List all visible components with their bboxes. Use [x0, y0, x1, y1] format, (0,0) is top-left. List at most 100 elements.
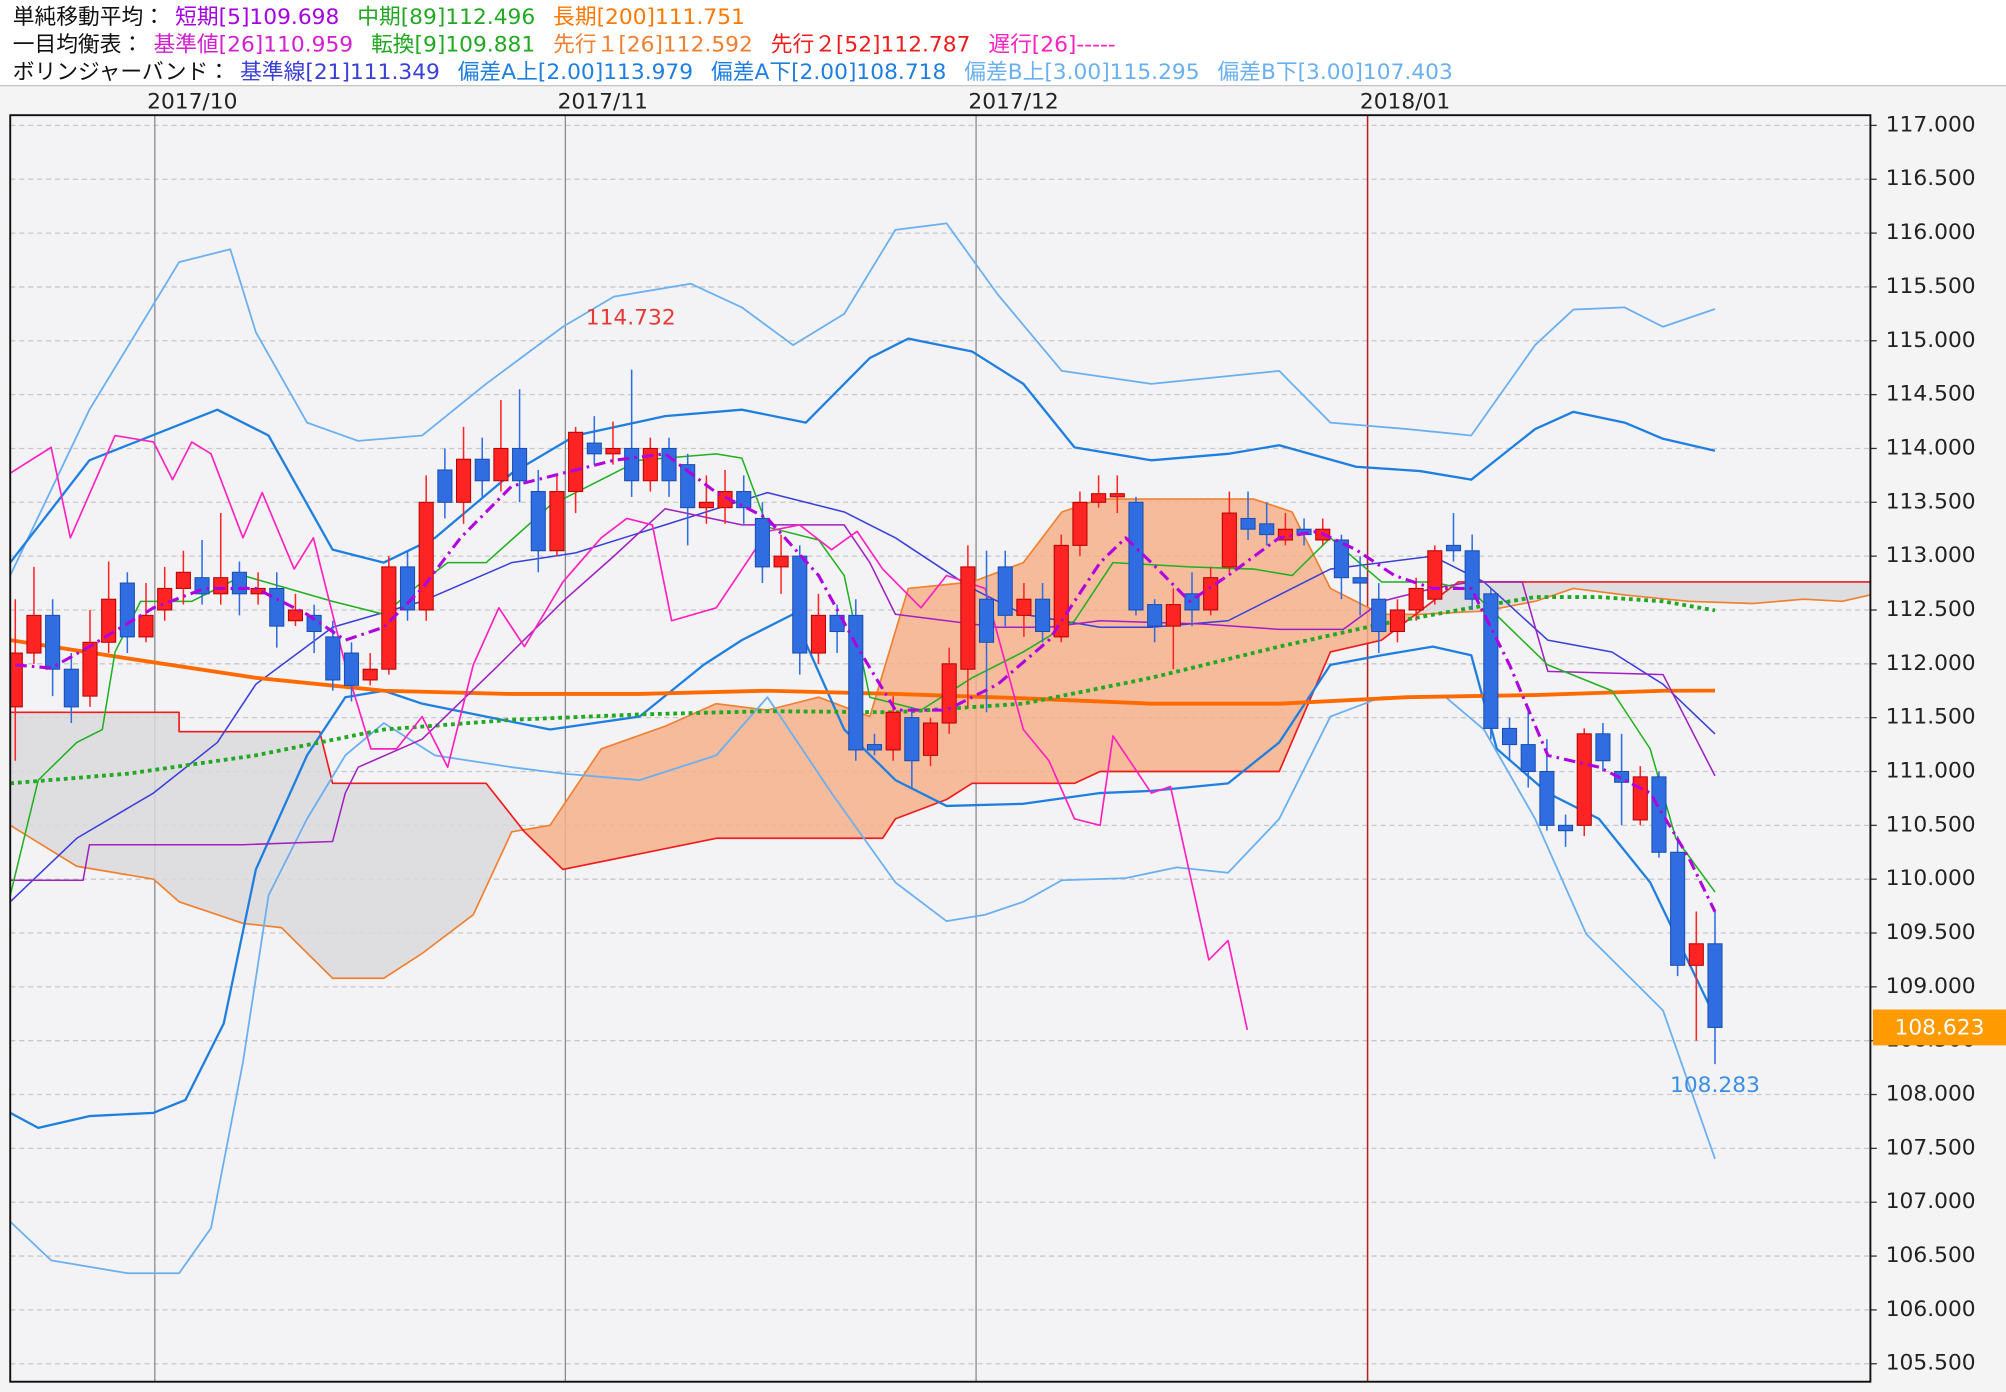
candle-body [568, 431, 584, 493]
candle-body [1688, 943, 1704, 966]
legend-item: 基準線[21]111.349 [240, 60, 440, 85]
candle-body [1016, 598, 1032, 616]
candle-body [997, 566, 1013, 616]
candle-body [493, 447, 509, 482]
y-tick-label: 107.500 [1886, 1135, 1976, 1160]
candle-body [549, 491, 565, 552]
candle-body [343, 652, 360, 686]
legend-item: 短期[5]109.698 [175, 5, 339, 30]
candle-body [1053, 544, 1069, 638]
plot-border [9, 114, 1872, 1383]
candle-body [437, 469, 453, 503]
y-tick-label: 105.500 [1886, 1351, 1976, 1376]
candle-body [624, 447, 640, 482]
candle-body [362, 668, 378, 681]
y-tick-label: 117.000 [1886, 112, 1976, 137]
candle-body [605, 447, 621, 455]
x-tick-label: 2017/10 [147, 89, 237, 114]
candle-body [1221, 512, 1237, 568]
candle-body [530, 491, 546, 552]
candle-body [885, 711, 901, 751]
candle-body [960, 566, 976, 670]
candle-body [418, 501, 434, 611]
y-tick-label: 111.500 [1886, 705, 1976, 730]
candle-body [773, 555, 789, 568]
y-tick-label: 115.000 [1886, 328, 1976, 353]
y-tick-label: 115.500 [1886, 274, 1976, 299]
legend-header: 単純移動平均： 短期[5]109.698 中期[89]112.496 長期[200]1… [13, 5, 1453, 85]
candle-body [213, 577, 229, 595]
candle-body [1632, 776, 1648, 821]
candle-body [45, 614, 61, 670]
candle-body [792, 555, 808, 654]
y-tick-label: 112.500 [1886, 597, 1976, 622]
x-tick-label: 2018/01 [1360, 89, 1450, 114]
candle-body [26, 614, 42, 654]
candle-body [1520, 744, 1536, 773]
candle-body [1651, 776, 1667, 853]
legend-item: 先行１[26]112.592 [553, 32, 753, 57]
candle-body [1501, 727, 1518, 746]
candle-body [381, 566, 397, 670]
x-tick-label: 2017/11 [558, 89, 648, 114]
last-price-label: 108.623 [1895, 1016, 1985, 1041]
candle-body [922, 722, 939, 756]
candle-body [698, 501, 714, 509]
candle-body [250, 587, 266, 595]
candle-body [231, 571, 247, 595]
y-tick-label: 114.500 [1886, 382, 1976, 407]
candle-body [1091, 493, 1107, 503]
candle-body [1371, 598, 1387, 633]
legend-label: ボリンジャーバンド： [13, 60, 230, 85]
candle-body [1408, 587, 1424, 611]
axes: 105.500 106.000 106.500 107.000 107.500 108.0… [147, 89, 2006, 1376]
candle-body [736, 491, 752, 509]
y-tick-label: 109.000 [1886, 974, 1976, 999]
candle-body [1352, 577, 1368, 584]
candle-body [138, 614, 154, 638]
candle-body [1035, 598, 1051, 633]
candle-body [1483, 593, 1499, 729]
candle-body [1165, 604, 1181, 627]
indicator-line [10, 434, 1249, 1031]
candle-body [1333, 539, 1349, 579]
legend-item: 基準値[26]110.959 [153, 32, 353, 57]
y-tick-label: 116.000 [1886, 220, 1976, 245]
candle-body [456, 458, 472, 503]
candle-body [512, 447, 528, 482]
candle-body [1539, 770, 1555, 826]
y-tick-label: 111.000 [1886, 758, 1976, 783]
legend-item: 偏差A上[2.00]113.979 [458, 60, 693, 85]
candle-body [904, 717, 920, 762]
y-tick-label: 116.500 [1886, 166, 1976, 191]
candle-body [661, 447, 677, 482]
candle-body [1427, 550, 1443, 600]
candle-body [1259, 523, 1275, 536]
last-price-badge [1872, 1009, 2006, 1046]
y-tick-label: 106.000 [1886, 1297, 1976, 1322]
candle-body [1576, 733, 1592, 826]
candle-body [1707, 943, 1723, 1028]
candle-body [978, 598, 995, 643]
overlay-line [15, 452, 1717, 913]
indicator-line [10, 337, 1716, 564]
y-tick-label: 108.000 [1886, 1082, 1976, 1107]
header-background [0, 0, 2006, 88]
candle-body [642, 447, 658, 482]
candle-body [1147, 604, 1163, 627]
sma-short-line [15, 452, 1717, 913]
candle-body [1109, 493, 1125, 498]
legend-item: 先行２[52]112.787 [771, 32, 971, 57]
candle-body [119, 582, 135, 638]
span1-line [10, 498, 1871, 980]
candle-body [157, 587, 173, 611]
legend-label: 一目均衡表： [13, 32, 143, 57]
candle-body [1445, 544, 1462, 552]
candle-body [1464, 550, 1480, 600]
candle-body [287, 609, 303, 622]
legend-item: 偏差B下[3.00]107.403 [1217, 60, 1452, 85]
candle-body [1558, 824, 1574, 832]
y-tick-label: 109.500 [1886, 920, 1976, 945]
